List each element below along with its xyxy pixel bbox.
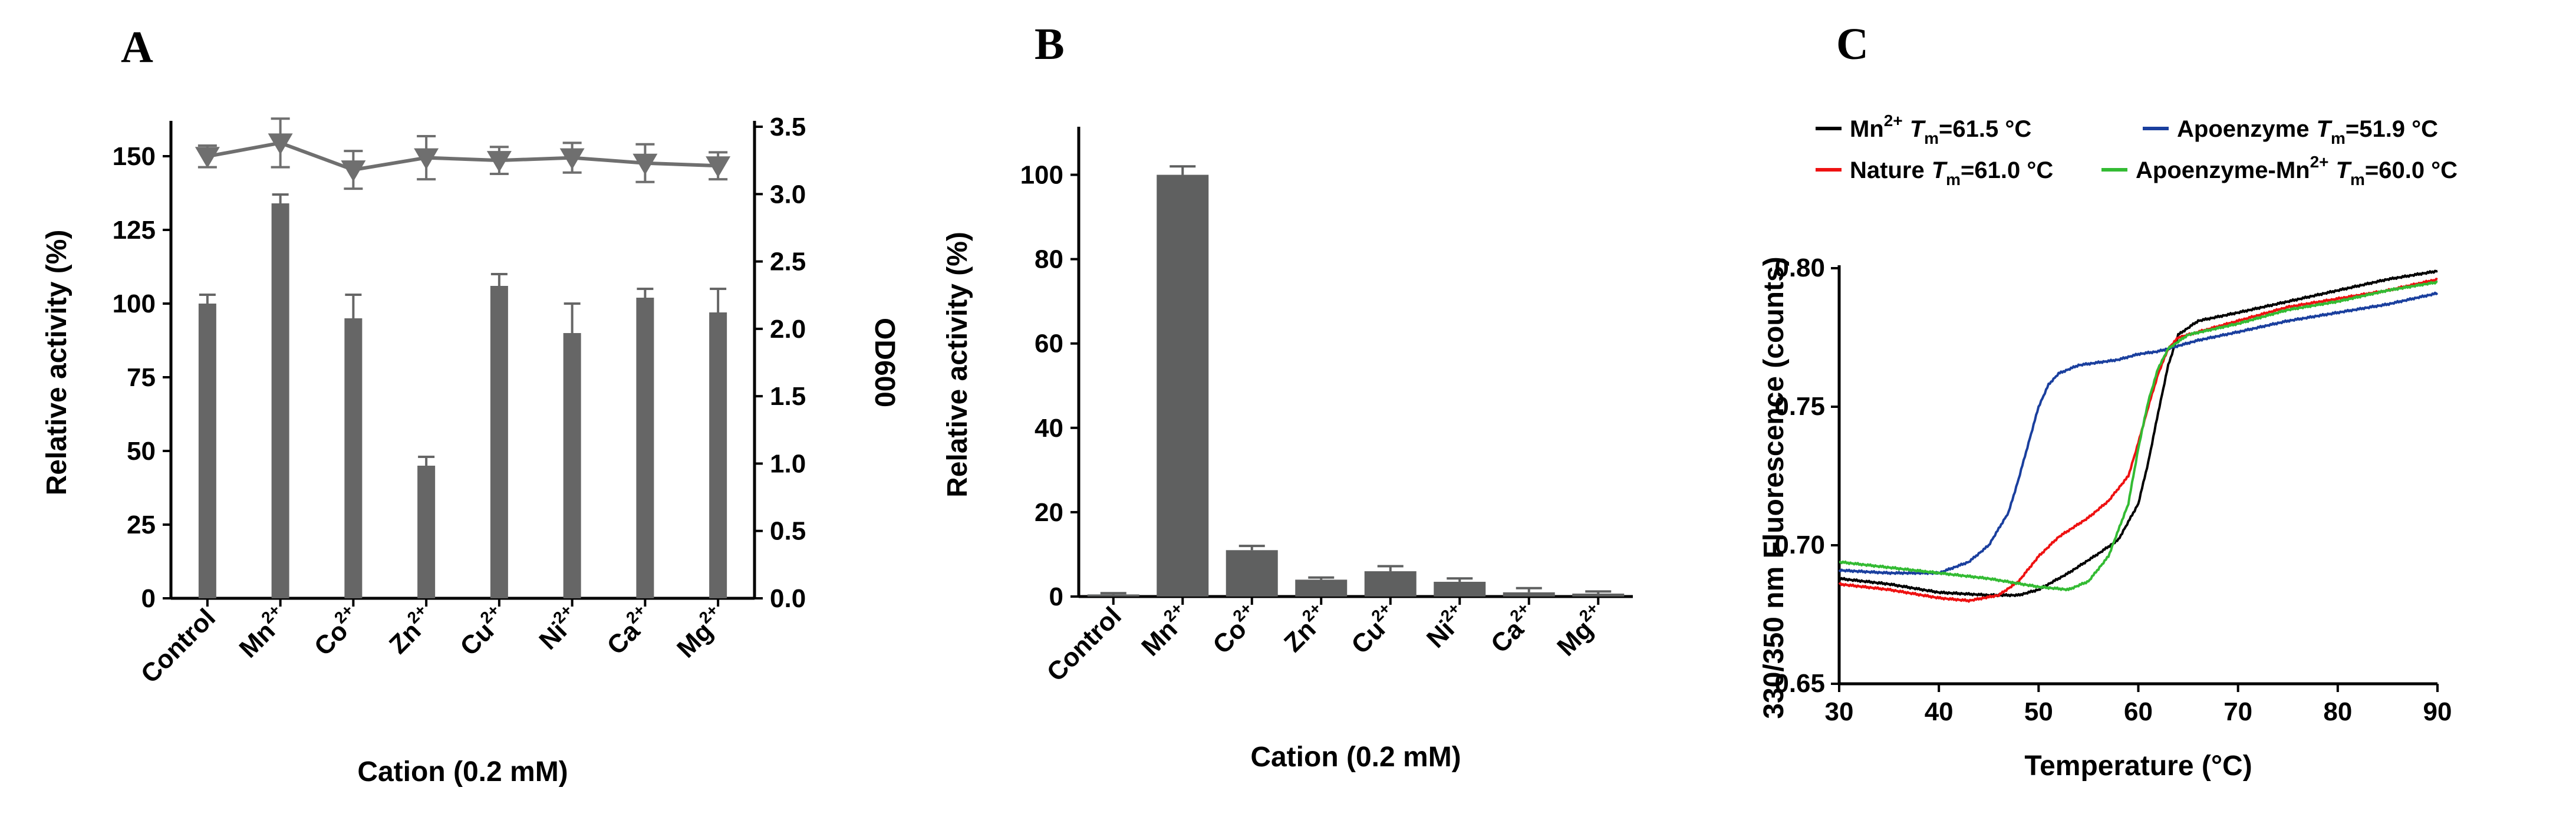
x-axis-title: Temperature (°C) bbox=[2024, 750, 2252, 782]
y2-tick-label: 2.5 bbox=[770, 248, 806, 276]
bar bbox=[1572, 593, 1625, 597]
od600-line bbox=[207, 141, 719, 172]
y-tick-label: 0 bbox=[141, 584, 156, 613]
x-tick-label: 60 bbox=[2124, 697, 2153, 726]
bar bbox=[1157, 174, 1209, 597]
y2-axis-title: OD600 bbox=[869, 318, 900, 407]
y2-tick-label: 0.5 bbox=[770, 517, 806, 546]
bar bbox=[490, 286, 508, 598]
y2-tick-label: 1.0 bbox=[770, 449, 806, 478]
x-tick-label: 70 bbox=[2223, 697, 2252, 726]
y-tick-label: 100 bbox=[113, 289, 156, 318]
bar bbox=[1087, 594, 1139, 597]
bar bbox=[1434, 581, 1486, 597]
x-axis-title: Cation (0.2 mM) bbox=[357, 756, 568, 788]
y-tick-label: 60 bbox=[1035, 330, 1063, 358]
bar bbox=[563, 333, 581, 598]
y-tick-label: 0.70 bbox=[1774, 531, 1825, 559]
series-line bbox=[1838, 269, 2438, 598]
x-axis-title: Cation (0.2 mM) bbox=[1250, 742, 1461, 773]
panel-letter-b: B bbox=[1035, 19, 1065, 69]
legend-entry: Apoenzyme-Mn2+ Tm=60.0 °C bbox=[2136, 153, 2458, 189]
bar bbox=[1503, 592, 1555, 597]
y2-tick-label: 3.0 bbox=[770, 180, 806, 209]
bar bbox=[709, 312, 727, 598]
y-tick-label: 20 bbox=[1035, 498, 1063, 527]
bar bbox=[636, 298, 654, 598]
legend-entry: Nature Tm=61.0 °C bbox=[1850, 157, 2053, 189]
y2-tick-label: 3.5 bbox=[770, 113, 806, 141]
x-tick-label: 80 bbox=[2323, 697, 2352, 726]
od600-marker bbox=[706, 156, 731, 178]
y-tick-label: 25 bbox=[127, 510, 156, 539]
od600-marker bbox=[268, 133, 293, 155]
y-tick-label: 100 bbox=[1020, 161, 1063, 190]
y-tick-label: 0.80 bbox=[1774, 253, 1825, 282]
bar bbox=[344, 318, 363, 598]
y-tick-label: 50 bbox=[127, 437, 156, 466]
bar bbox=[1364, 571, 1417, 597]
legend-entry: Apoenzyme Tm=51.9 °C bbox=[2177, 116, 2438, 147]
x-tick-label: 90 bbox=[2423, 697, 2452, 726]
bar bbox=[1295, 579, 1348, 597]
od600-marker bbox=[195, 147, 220, 169]
od600-marker bbox=[414, 148, 439, 170]
y-tick-label: 0 bbox=[1049, 582, 1063, 611]
y-tick-label: 75 bbox=[127, 363, 156, 392]
legend-entry: Mn2+ Tm=61.5 °C bbox=[1850, 111, 2031, 147]
bar bbox=[417, 466, 436, 598]
y-axis-title: Relative activity (%) bbox=[41, 230, 73, 496]
panel-letter-a: A bbox=[121, 22, 153, 72]
y2-tick-label: 1.5 bbox=[770, 382, 806, 411]
panel-letter-c: C bbox=[1836, 19, 1869, 69]
y-axis-title: Relative activity (%) bbox=[942, 232, 973, 498]
x-tick-label: 30 bbox=[1825, 697, 1854, 726]
y-tick-label: 125 bbox=[113, 216, 156, 245]
y2-tick-label: 2.0 bbox=[770, 315, 806, 344]
bar bbox=[1226, 550, 1278, 597]
y-tick-label: 0.65 bbox=[1774, 669, 1825, 698]
bar bbox=[271, 203, 289, 598]
od600-marker bbox=[559, 148, 585, 170]
y-tick-label: 150 bbox=[113, 142, 156, 171]
y2-tick-label: 0.0 bbox=[770, 584, 806, 613]
y-tick-label: 40 bbox=[1035, 414, 1063, 443]
od600-marker bbox=[486, 151, 512, 173]
y-tick-label: 80 bbox=[1035, 245, 1063, 274]
chart-c: 0.65 0.70 0.75 0.80 30 40 50 60 70 80 90 Mn2+ Tm=61.… bbox=[1758, 111, 2458, 782]
bar bbox=[198, 304, 216, 598]
od600-marker bbox=[341, 160, 366, 182]
y-tick-label: 0.75 bbox=[1774, 392, 1825, 421]
x-tick-label: 40 bbox=[1925, 697, 1954, 726]
y-axis-title: 330/350 nm Fluorescence (counts) bbox=[1758, 256, 1790, 719]
series-line bbox=[1839, 281, 2438, 592]
od600-marker bbox=[633, 153, 658, 175]
x-tick-label: 50 bbox=[2024, 697, 2053, 726]
